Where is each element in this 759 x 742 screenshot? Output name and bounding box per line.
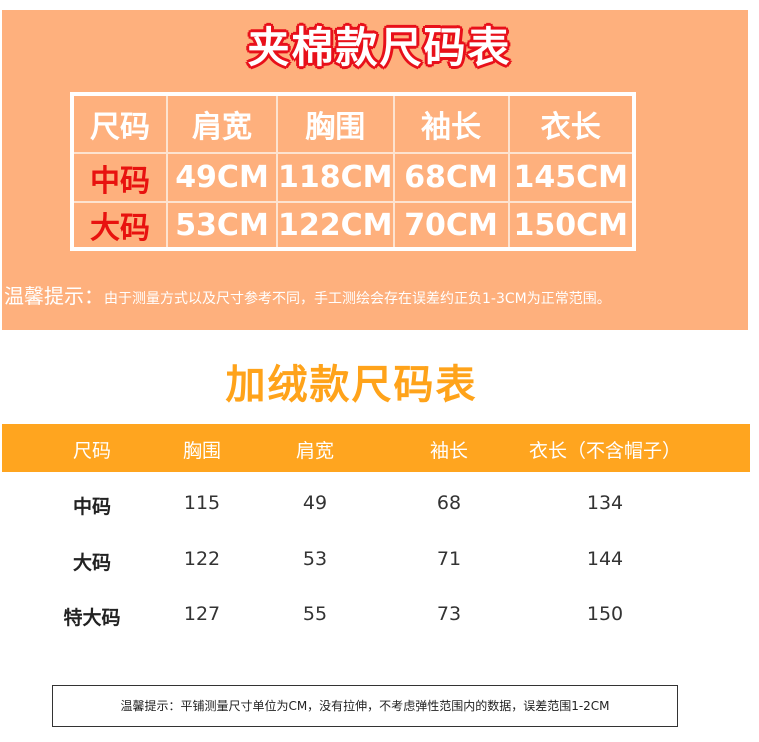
table-header-row: 尺码 肩宽 胸围 袖长 衣长 bbox=[71, 93, 635, 154]
table-row: 大码 53CM 122CM 70CM 150CM bbox=[71, 201, 635, 250]
tip-label: 温馨提示： bbox=[4, 284, 104, 308]
value-cell: 150 bbox=[586, 603, 624, 625]
value-cell: 122CM bbox=[276, 201, 395, 250]
value-cell: 55 bbox=[302, 603, 328, 625]
fleece-note: 温馨提示：平铺测量尺寸单位为CM，没有拉伸，不考虑弹性范围内的数据，误差范围1-… bbox=[52, 685, 678, 727]
table-row: 中码 49CM 118CM 68CM 145CM bbox=[71, 152, 635, 203]
value-cell: 115 bbox=[183, 492, 221, 514]
cotton-size-title: 夹棉款尺码表 bbox=[247, 23, 512, 72]
value-cell: 144 bbox=[586, 548, 624, 570]
value-cell: 49 bbox=[302, 492, 328, 514]
header-cell: 胸围 bbox=[276, 93, 395, 154]
value-cell: 68 bbox=[436, 492, 462, 514]
value-cell: 71 bbox=[436, 548, 462, 570]
value-cell: 49CM bbox=[166, 152, 278, 203]
header-cell: 尺码 bbox=[71, 93, 168, 154]
value-cell: 53CM bbox=[166, 201, 278, 250]
size-cell: 中码 bbox=[71, 152, 168, 203]
size-cell: 大码 bbox=[71, 201, 168, 250]
value-cell: 145CM bbox=[507, 152, 635, 203]
header-cell: 衣长 bbox=[507, 93, 635, 154]
value-cell: 68CM bbox=[392, 152, 510, 203]
header-cell: 胸围 bbox=[182, 440, 222, 462]
size-cell: 特大码 bbox=[63, 607, 121, 629]
value-cell: 150CM bbox=[507, 201, 635, 250]
size-cell: 中码 bbox=[72, 496, 112, 518]
value-cell: 122 bbox=[183, 548, 221, 570]
header-cell: 袖长 bbox=[392, 93, 510, 154]
value-cell: 70CM bbox=[392, 201, 510, 250]
cotton-tip: 温馨提示：由于测量方式以及尺寸参考不同，手工测绘会存在误差约正负1-3CM为正常… bbox=[4, 280, 611, 309]
header-cell: 袖长 bbox=[429, 440, 469, 462]
value-cell: 118CM bbox=[276, 152, 395, 203]
header-cell: 肩宽 bbox=[295, 440, 335, 462]
header-cell: 尺码 bbox=[72, 440, 112, 462]
cotton-size-table: 尺码 肩宽 胸围 袖长 衣长 中码 49CM 118CM 68CM 145CM … bbox=[70, 92, 636, 251]
value-cell: 73 bbox=[436, 603, 462, 625]
value-cell: 134 bbox=[586, 492, 624, 514]
size-cell: 大码 bbox=[72, 552, 112, 574]
tip-text: 由于测量方式以及尺寸参考不同，手工测绘会存在误差约正负1-3CM为正常范围。 bbox=[104, 291, 611, 307]
header-cell: 衣长（不含帽子） bbox=[528, 440, 682, 462]
value-cell: 127 bbox=[183, 603, 221, 625]
fleece-header-bar bbox=[2, 424, 750, 472]
value-cell: 53 bbox=[302, 548, 328, 570]
header-cell: 肩宽 bbox=[166, 93, 278, 154]
fleece-size-title: 加绒款尺码表 bbox=[225, 362, 478, 408]
